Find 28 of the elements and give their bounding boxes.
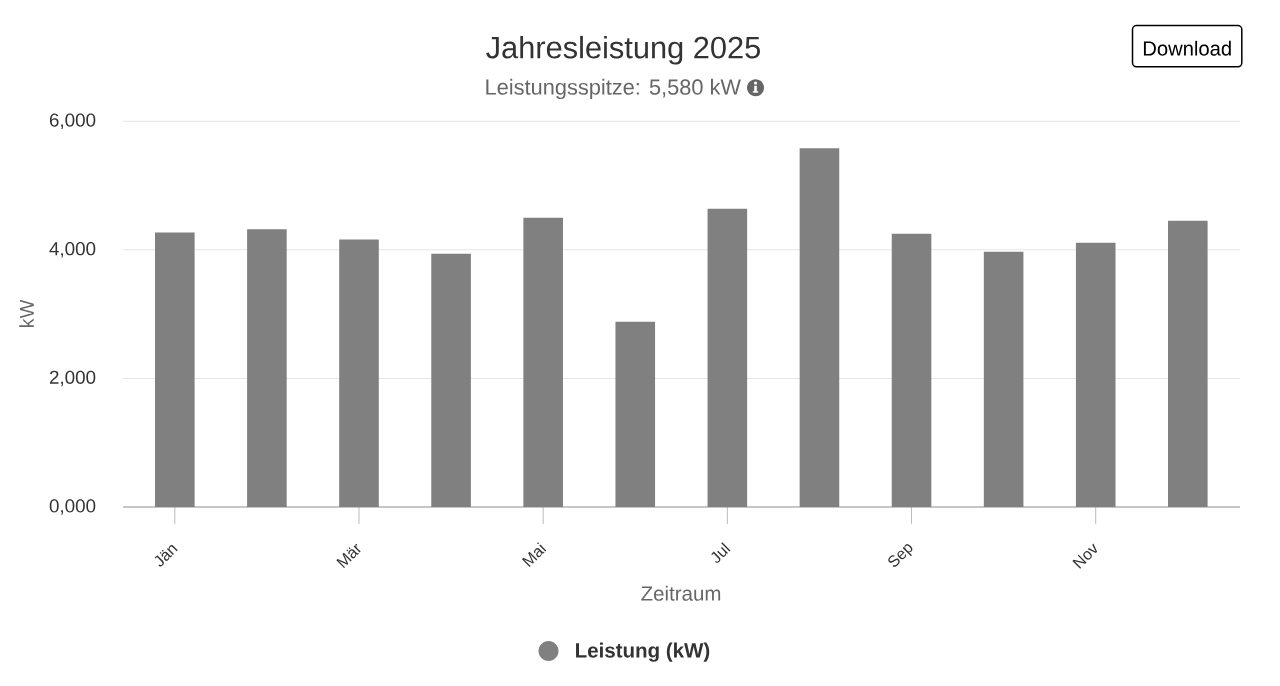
chart-title: Jahresleistung 2025 (486, 35, 760, 65)
bar (615, 321, 656, 507)
y-tick-label: 2,000 (49, 370, 96, 387)
text: Download (1143, 40, 1231, 56)
y-tick-label: 4,000 (49, 242, 96, 258)
x-tick-label: Mär (336, 543, 361, 569)
x-tick-label: Jän (154, 545, 178, 567)
y-tick-label: 0,000 (49, 499, 96, 515)
bar (523, 217, 563, 507)
y-tick-label: 6,000 (49, 113, 96, 129)
bar (891, 233, 932, 507)
x-axis-title: Zeitraum (641, 585, 721, 601)
chart-subtitle: Leistungsspitze: 5,580 kW (486, 78, 741, 100)
x-tick-label: Jul (711, 542, 731, 563)
bar (431, 253, 471, 507)
x-tick-label: Mai (521, 542, 547, 568)
x-tick-label: Sep (888, 544, 913, 567)
bar (707, 208, 748, 507)
bar (1075, 242, 1116, 507)
bar (799, 148, 840, 507)
bar (1168, 220, 1208, 507)
bar (339, 239, 379, 507)
bar (983, 251, 1024, 507)
bar (247, 229, 287, 507)
bar (155, 232, 195, 507)
x-tick-label: Nov (1072, 543, 1098, 569)
y-axis-title: kW (19, 299, 34, 328)
legend-label: Leistung (kW) (576, 642, 710, 662)
